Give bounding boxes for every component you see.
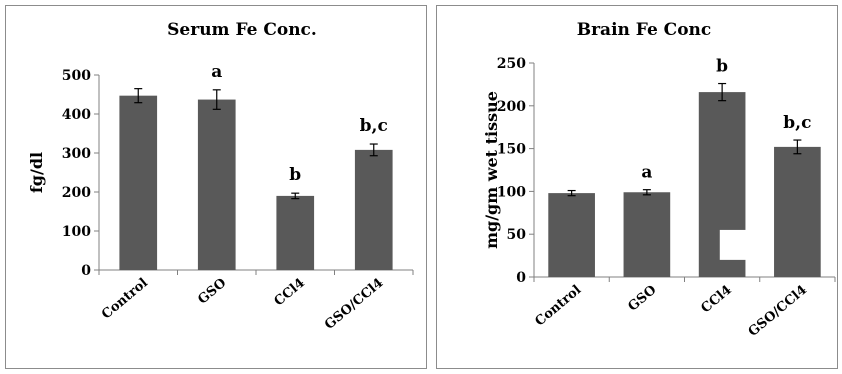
brain-fe-chart: Brain Fe Conc mg/gm wet tissue 0 50 100 150 20…: [482, 20, 836, 340]
x-tick-label: GSO: [195, 276, 229, 308]
x-tick-label: Control: [532, 283, 584, 330]
y-tick-label: 0: [516, 270, 526, 286]
significance-label: a: [211, 62, 222, 82]
x-tick-label: GSO: [625, 283, 659, 315]
bar-gap: [719, 229, 746, 260]
y-tick-label: 500: [62, 68, 91, 84]
y-tick-label: 150: [497, 142, 526, 158]
bar-gso-ccl4: [354, 149, 393, 270]
bar-control: [548, 193, 595, 277]
x-tick-label: GSO/CCl4: [322, 276, 386, 333]
x-tick-label: Control: [99, 276, 151, 323]
brain-fe-chart-panel: Brain Fe Conc mg/gm wet tissue 0 50 100 150 20…: [436, 5, 838, 369]
chart-title: Brain Fe Conc: [577, 20, 712, 40]
bar-gso: [623, 192, 671, 277]
x-tick-label: CCl4: [698, 283, 734, 317]
significance-label: b: [289, 165, 301, 185]
y-tick-label: 200: [497, 99, 526, 115]
serum-fe-chart-panel: Serum Fe Conc. fg/dl 0 100 200 300 400 500 Contr…: [5, 5, 427, 369]
significance-label: b,c: [783, 113, 811, 133]
significance-label: b: [716, 57, 728, 77]
significance-label: b,c: [360, 116, 388, 136]
significance-label: a: [641, 163, 652, 183]
serum-fe-chart: Serum Fe Conc. fg/dl 0 100 200 300 400 500 Contr…: [27, 20, 414, 333]
y-tick-label: 50: [507, 227, 527, 243]
y-tick-label: 250: [497, 56, 526, 72]
bar-ccl4: [276, 195, 315, 270]
y-axis-label: fg/dl: [27, 152, 46, 193]
y-tick-label: 0: [81, 263, 91, 279]
y-axis-label: mg/gm wet tissue: [482, 91, 501, 249]
y-tick-label: 300: [62, 146, 91, 162]
y-tick-label: 100: [62, 224, 91, 240]
x-tick-label: GSO/CCl4: [746, 283, 810, 340]
bar-gso: [197, 99, 236, 270]
bar-control: [119, 95, 158, 270]
y-tick-label: 200: [62, 185, 91, 201]
chart-title: Serum Fe Conc.: [167, 20, 317, 40]
bar-gso-ccl4: [774, 146, 821, 277]
y-tick-label: 400: [62, 107, 91, 123]
y-tick-label: 100: [497, 184, 526, 200]
x-tick-label: CCl4: [272, 276, 308, 310]
